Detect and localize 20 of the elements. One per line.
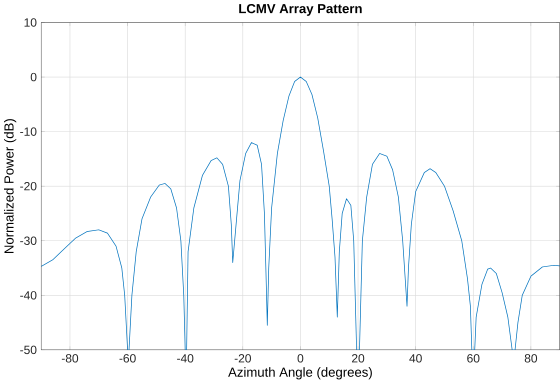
y-tick-label: -10 <box>20 127 36 136</box>
y-tick-label: -50 <box>20 345 36 354</box>
x-tick-label: 20 <box>352 354 364 362</box>
x-tick-label: 0 <box>298 354 304 362</box>
y-tick-label: 10 <box>24 18 36 27</box>
x-tick-label: 60 <box>467 354 480 362</box>
x-tick-label: -60 <box>119 354 136 362</box>
x-tick-label: -40 <box>177 354 194 362</box>
y-axis-title: Normalized Power (dB) <box>4 118 16 253</box>
line-series <box>41 76 560 350</box>
chart-title: LCMV Array Pattern <box>239 4 362 16</box>
x-axis-title: Azimuth Angle (degrees) <box>228 366 372 380</box>
x-tick-label: -80 <box>62 354 78 362</box>
x-tick-label: -20 <box>234 354 251 362</box>
y-tick-label: 0 <box>30 72 36 82</box>
y-tick-label: -30 <box>20 236 36 245</box>
x-tick-label: 80 <box>524 354 538 362</box>
y-tick-label: -20 <box>20 182 36 190</box>
y-tick-label: -40 <box>20 290 36 300</box>
x-tick-label: 40 <box>409 354 422 362</box>
